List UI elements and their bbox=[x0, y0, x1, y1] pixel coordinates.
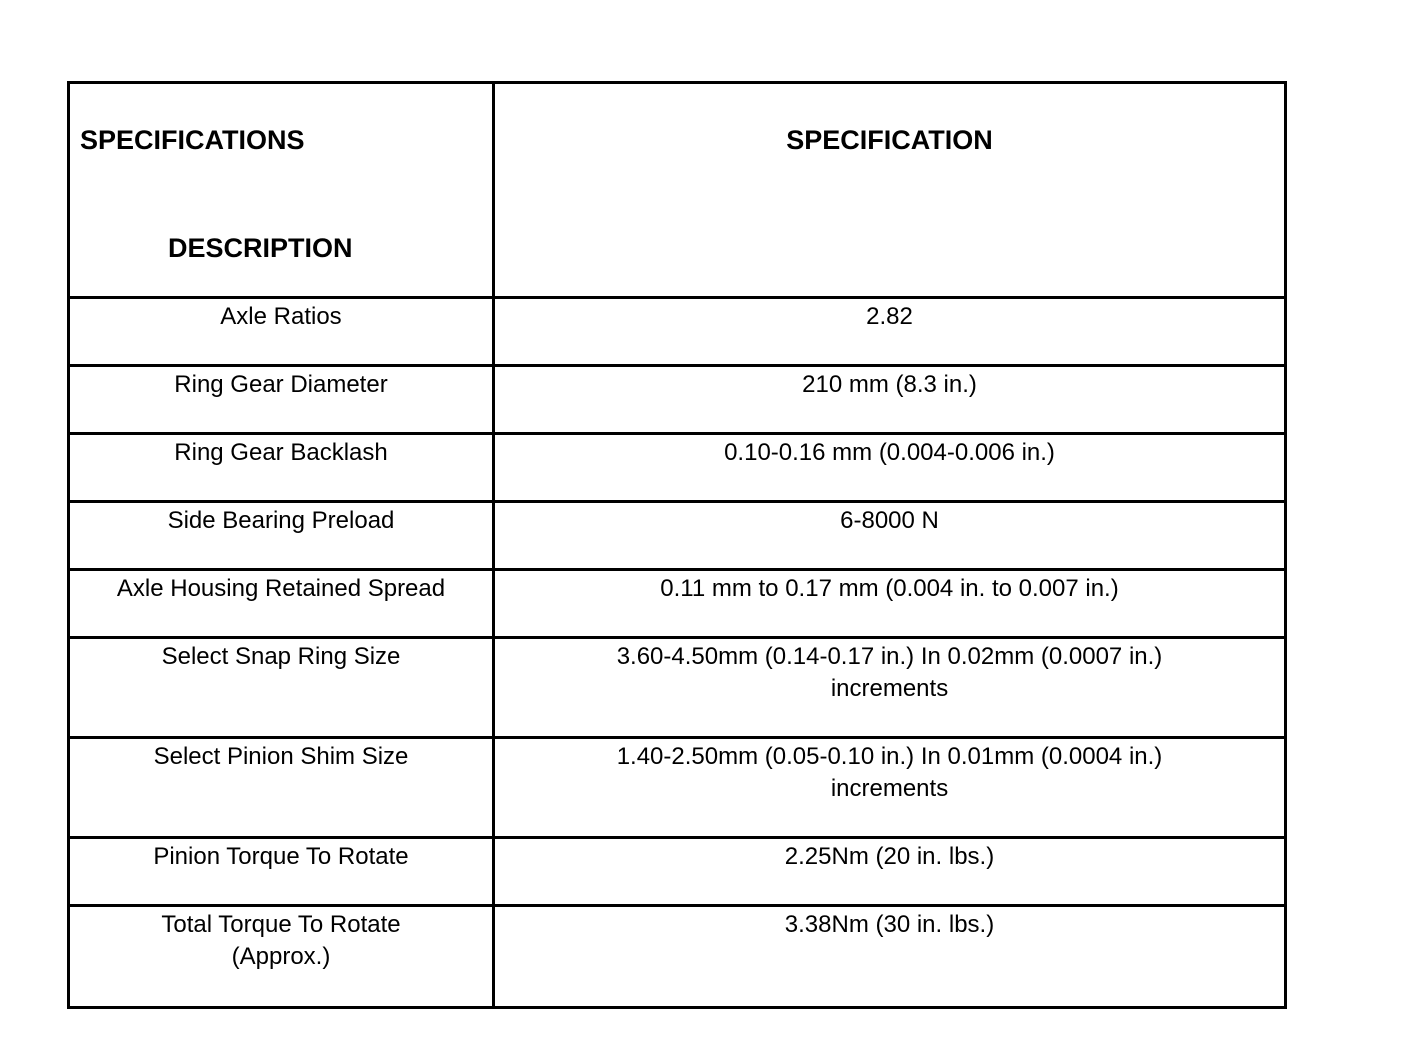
description-cell: Side Bearing Preload bbox=[67, 500, 495, 571]
table-row: Select Snap Ring Size 3.60-4.50mm (0.14-0… bbox=[67, 636, 1287, 739]
table-row: Axle Ratios 2.82 bbox=[67, 296, 1287, 367]
specification-cell: 0.11 mm to 0.17 mm (0.004 in. to 0.007 i… bbox=[492, 568, 1287, 639]
specifications-table: SPECIFICATIONS DESCRIPTION SPECIFICATION… bbox=[67, 81, 1287, 1009]
header-specification: SPECIFICATION bbox=[492, 81, 1287, 299]
header-description-line1: SPECIFICATIONS bbox=[80, 125, 305, 155]
table-row: Side Bearing Preload 6-8000 N bbox=[67, 500, 1287, 571]
table-row: Ring Gear Diameter 210 mm (8.3 in.) bbox=[67, 364, 1287, 435]
table-row: Ring Gear Backlash 0.10-0.16 mm (0.004-0.… bbox=[67, 432, 1287, 503]
description-cell: Axle Ratios bbox=[67, 296, 495, 367]
specification-cell: 2.25Nm (20 in. lbs.) bbox=[492, 836, 1287, 907]
header-specification-label: SPECIFICATION bbox=[786, 125, 993, 155]
specification-cell: 210 mm (8.3 in.) bbox=[492, 364, 1287, 435]
header-description-line2: DESCRIPTION bbox=[168, 233, 353, 263]
description-cell: Axle Housing Retained Spread bbox=[67, 568, 495, 639]
specification-cell: 3.38Nm (30 in. lbs.) bbox=[492, 904, 1287, 1009]
table-row: Axle Housing Retained Spread 0.11 mm to 0… bbox=[67, 568, 1287, 639]
specification-cell: 1.40-2.50mm (0.05-0.10 in.) In 0.01mm (0… bbox=[492, 736, 1287, 839]
description-cell: Select Snap Ring Size bbox=[67, 636, 495, 739]
specification-cell: 6-8000 N bbox=[492, 500, 1287, 571]
specification-cell: 2.82 bbox=[492, 296, 1287, 367]
table-header-row: SPECIFICATIONS DESCRIPTION SPECIFICATION bbox=[67, 81, 1287, 299]
description-cell: Total Torque To Rotate (Approx.) bbox=[67, 904, 495, 1009]
specification-cell: 0.10-0.16 mm (0.004-0.006 in.) bbox=[492, 432, 1287, 503]
description-cell: Ring Gear Backlash bbox=[67, 432, 495, 503]
table-row: Select Pinion Shim Size 1.40-2.50mm (0.05… bbox=[67, 736, 1287, 839]
table-row: Total Torque To Rotate (Approx.) 3.38Nm (… bbox=[67, 904, 1287, 1009]
header-description: SPECIFICATIONS DESCRIPTION bbox=[67, 81, 495, 299]
description-cell: Select Pinion Shim Size bbox=[67, 736, 495, 839]
description-cell: Pinion Torque To Rotate bbox=[67, 836, 495, 907]
table-row: Pinion Torque To Rotate 2.25Nm (20 in. lb… bbox=[67, 836, 1287, 907]
description-cell: Ring Gear Diameter bbox=[67, 364, 495, 435]
specification-cell: 3.60-4.50mm (0.14-0.17 in.) In 0.02mm (0… bbox=[492, 636, 1287, 739]
